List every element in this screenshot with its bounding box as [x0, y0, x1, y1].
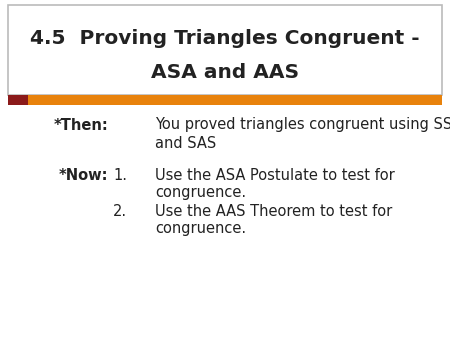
Text: *Then:: *Then:	[53, 118, 108, 132]
Text: *Now:: *Now:	[58, 168, 108, 183]
Bar	[8, 95, 28, 105]
Text: You proved triangles congruent using SSS: You proved triangles congruent using SSS	[155, 118, 450, 132]
Text: and SAS: and SAS	[155, 136, 216, 150]
Text: 2.: 2.	[113, 203, 127, 218]
Text: Use the AAS Theorem to test for: Use the AAS Theorem to test for	[155, 203, 392, 218]
Text: 1.: 1.	[113, 168, 127, 183]
Text: 4.5  Proving Triangles Congruent -: 4.5 Proving Triangles Congruent -	[30, 28, 420, 48]
Bar	[8, 5, 442, 95]
Bar	[8, 95, 442, 105]
Text: congruence.: congruence.	[155, 185, 246, 199]
Text: Use the ASA Postulate to test for: Use the ASA Postulate to test for	[155, 168, 395, 183]
Text: congruence.: congruence.	[155, 220, 246, 236]
Text: ASA and AAS: ASA and AAS	[151, 63, 299, 81]
